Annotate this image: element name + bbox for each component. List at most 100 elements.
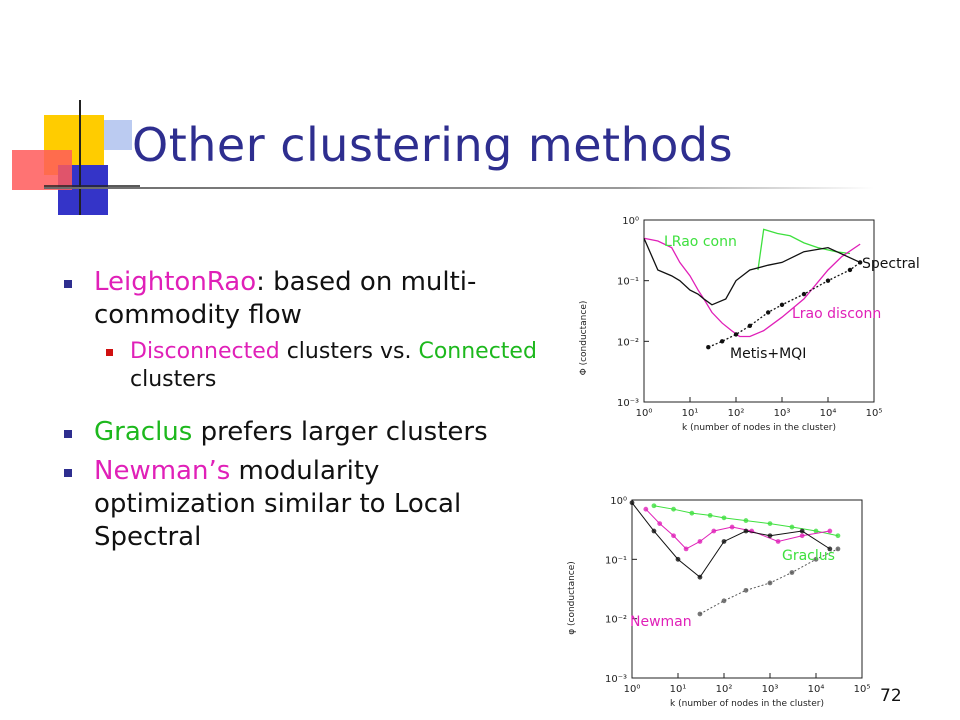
data-point <box>657 521 663 527</box>
annotation-label: Graclus <box>782 548 835 564</box>
data-point <box>767 533 773 539</box>
x-tick-label: 10² <box>728 408 745 419</box>
conductance-plot-top: 10⁰ 10¹ 10² 10³ 10⁴ 10⁵ 10⁰ 10⁻¹ 10⁻² 10⁻³ k (numb… <box>579 216 920 433</box>
data-point <box>789 524 795 530</box>
term-connected: Connected <box>418 339 537 364</box>
y-axis-label: φ (conductance) <box>567 561 577 635</box>
annotation-label: Newman <box>630 614 692 630</box>
data-point <box>827 528 833 534</box>
data-point <box>813 556 819 562</box>
x-tick-label: 10⁰ <box>624 684 641 695</box>
data-point <box>799 533 805 539</box>
bullet-leightonrao: LeightonRao: based on multi-commodity fl… <box>60 266 540 332</box>
data-point <box>743 587 749 593</box>
data-point <box>799 528 805 534</box>
data-point <box>747 323 753 329</box>
data-point <box>706 345 711 350</box>
conductance-plot-bottom: 10⁰ 10¹ 10² 10³ 10⁴ 10⁵ 10⁰ 10⁻¹ 10⁻² 10⁻³ k (numb… <box>567 496 871 709</box>
data-point <box>789 570 795 575</box>
data-point <box>767 521 773 527</box>
data-point <box>835 533 841 539</box>
term-disconnected: Disconnected <box>130 339 280 364</box>
data-point <box>675 556 681 562</box>
x-axis-label: k (number of nodes in the cluster) <box>682 423 836 433</box>
data-point <box>835 546 841 552</box>
data-point <box>719 339 725 344</box>
page-number: 72 <box>880 686 902 706</box>
data-point <box>847 267 853 273</box>
x-tick-label: 10¹ <box>670 684 687 695</box>
data-point <box>857 260 863 265</box>
data-point <box>721 539 727 544</box>
data-point <box>765 310 771 315</box>
data-point <box>729 524 735 530</box>
y-tick-label: 10⁻¹ <box>605 555 627 566</box>
data-point <box>721 598 727 604</box>
x-tick-label: 10⁵ <box>866 408 883 419</box>
annotation-label: Lrao disconn <box>792 306 881 322</box>
data-point <box>651 528 657 534</box>
series-line <box>643 237 861 338</box>
subbullet-text: clusters vs. <box>279 339 419 364</box>
x-tick-label: 10⁴ <box>808 684 825 695</box>
series-line <box>653 505 839 537</box>
series-line <box>757 228 851 271</box>
annotation-label: Metis+MQI <box>730 346 806 362</box>
bullet-text: modularity optimization similar to Local… <box>94 456 462 552</box>
x-tick-label: 10⁴ <box>820 408 837 419</box>
term-leightonrao: LeightonRao <box>94 267 257 297</box>
bullet-newman: Newman’s modularity optimization similar… <box>60 455 540 554</box>
y-tick-label: 10⁻¹ <box>617 277 639 288</box>
x-tick-label: 10¹ <box>682 408 699 419</box>
data-point <box>629 500 635 506</box>
subbullet-marker <box>106 349 113 356</box>
data-point <box>721 515 727 521</box>
bullet-graclus: Graclus prefers larger clusters <box>60 416 540 449</box>
data-point <box>775 539 781 544</box>
title-underline <box>44 187 874 189</box>
y-tick-label: 10⁻³ <box>617 398 639 409</box>
x-tick-label: 10⁰ <box>636 408 653 419</box>
data-point <box>767 580 773 586</box>
series-line <box>708 261 861 348</box>
slide-title: Other clustering methods <box>132 118 734 172</box>
y-tick-label: 10⁻² <box>605 615 627 626</box>
data-point <box>671 533 676 539</box>
y-tick-label: 10⁻² <box>617 337 639 348</box>
term-graclus: Graclus <box>94 417 193 447</box>
data-point <box>643 506 649 512</box>
annotation-label: Spectral <box>862 256 920 272</box>
data-point <box>697 611 703 617</box>
subbullet-text-end: clusters <box>130 367 217 392</box>
data-point <box>689 510 695 516</box>
bullet-text: : based on multi-commodity flow <box>94 267 477 330</box>
bullet-text: prefers larger clusters <box>192 417 488 447</box>
x-tick-label: 10² <box>716 684 733 695</box>
data-point <box>743 518 749 523</box>
y-tick-label: 10⁰ <box>622 216 639 227</box>
x-tick-label: 10⁵ <box>854 684 871 695</box>
x-tick-label: 10³ <box>762 684 779 695</box>
data-point <box>733 332 739 337</box>
data-point <box>671 506 676 512</box>
data-point <box>697 539 703 544</box>
data-point <box>801 291 807 297</box>
y-tick-label: 10⁻³ <box>605 674 627 685</box>
x-tick-label: 10³ <box>774 408 791 419</box>
annotation-label: LRao conn <box>664 234 737 250</box>
data-point <box>779 302 785 308</box>
term-newman: Newman’s <box>94 456 231 486</box>
y-axis-label: Φ (conductance) <box>579 301 589 376</box>
data-point <box>743 528 749 534</box>
bullet-list: LeightonRao: based on multi-commodity fl… <box>60 266 540 560</box>
bullet-marker <box>64 430 72 438</box>
data-point <box>683 546 689 552</box>
data-point <box>651 503 657 509</box>
data-point <box>827 546 833 552</box>
bullet-marker <box>64 469 72 477</box>
data-point <box>697 574 703 580</box>
series-line <box>643 238 861 306</box>
data-point <box>711 528 717 534</box>
data-point <box>707 513 713 518</box>
plot-frame <box>643 219 875 403</box>
